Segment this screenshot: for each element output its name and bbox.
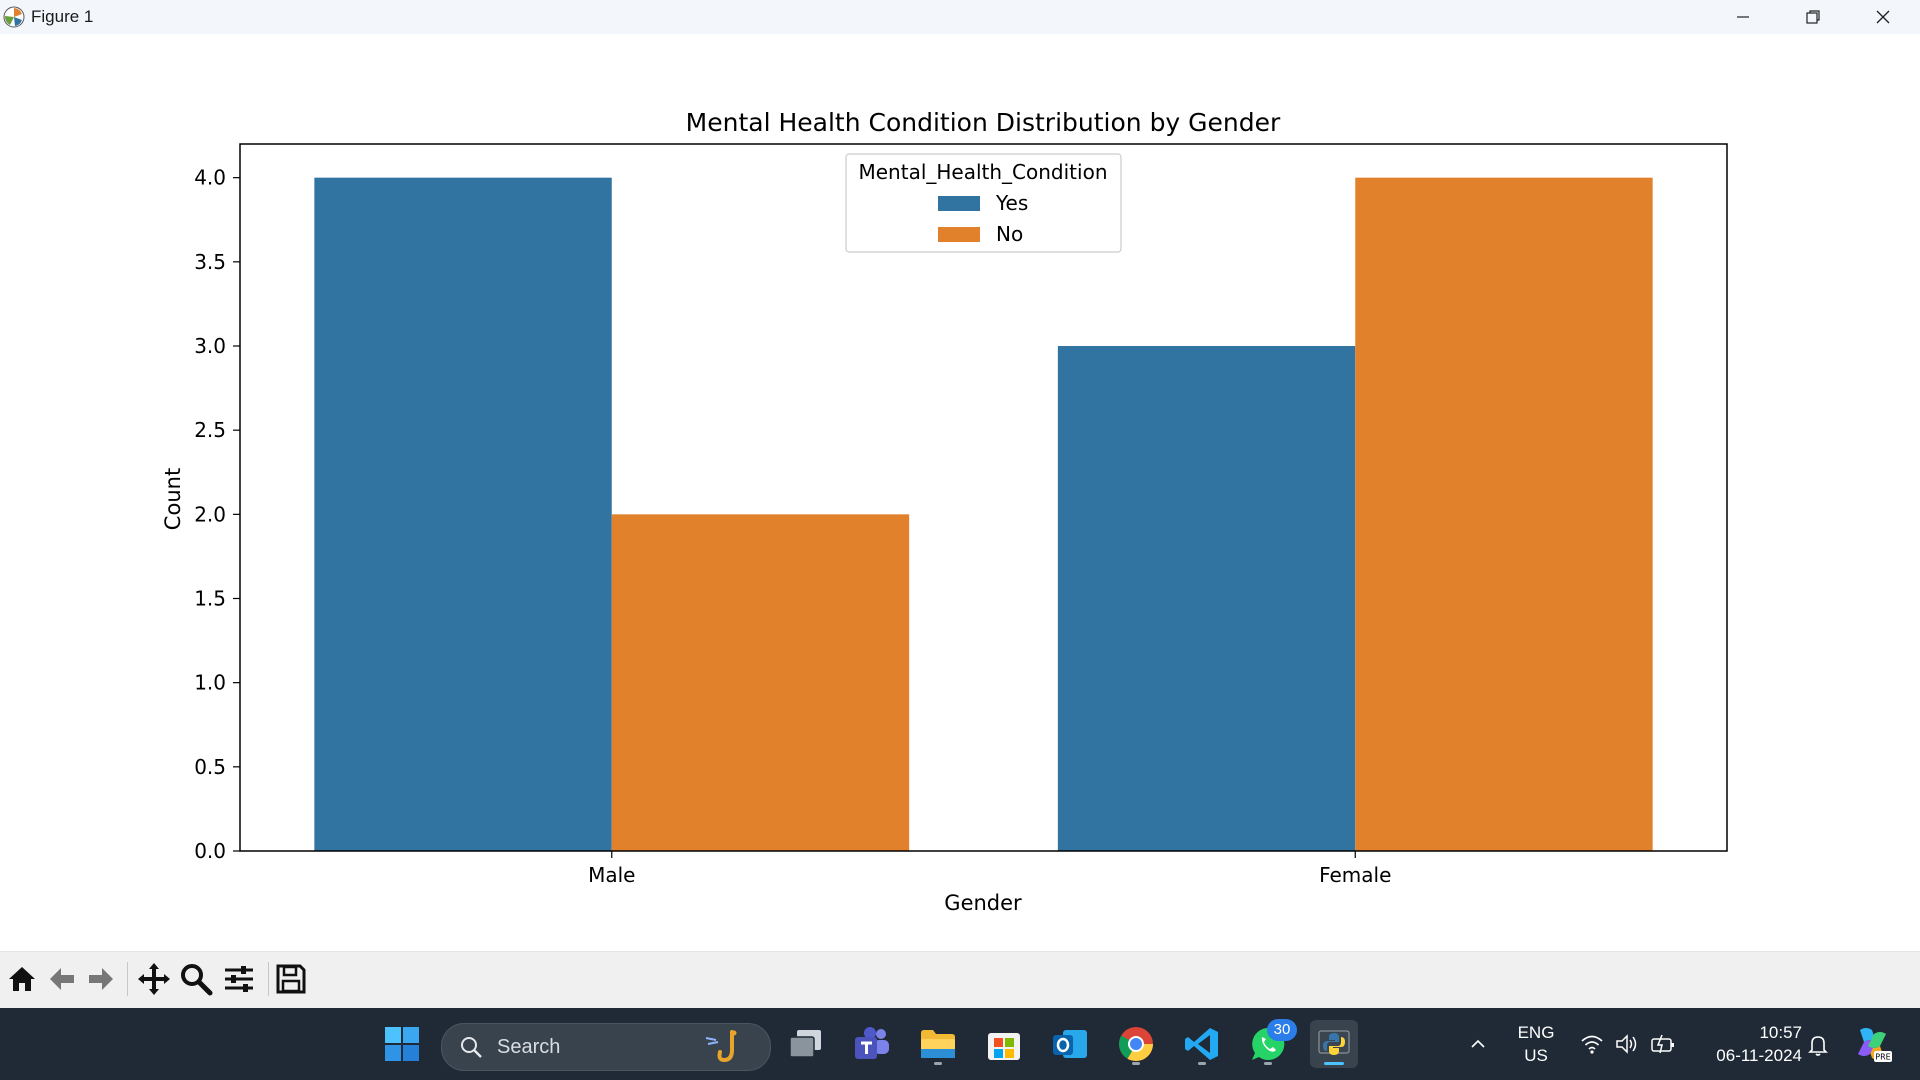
taskbar-python-figure[interactable] (1310, 1020, 1358, 1068)
folder-icon (921, 1030, 955, 1058)
back-button[interactable] (43, 960, 81, 998)
python-icon (1318, 1030, 1350, 1055)
x-axis-label: Gender (944, 891, 1022, 915)
restore-icon (1806, 10, 1820, 24)
store-icon (988, 1033, 1020, 1060)
y-tick-label: 2.5 (194, 418, 226, 442)
search-label: Search (497, 1036, 561, 1058)
svg-text:PRE: PRE (1875, 1053, 1890, 1062)
chrome-icon (1119, 1027, 1153, 1061)
save-icon (276, 964, 306, 994)
volume-icon[interactable] (1615, 1033, 1639, 1055)
active-indicator (1324, 1062, 1344, 1065)
axes-frame (239, 143, 1728, 852)
y-tick-label: 3.5 (194, 250, 226, 274)
forward-button[interactable] (82, 960, 120, 998)
y-tick-label: 2.0 (194, 502, 226, 526)
teams-icon (855, 1027, 889, 1059)
configure-subplots-icon (225, 966, 253, 992)
bar-chart: 0.0 0.5 1.0 1.5 2.0 2.5 3.0 3.5 4.0 Male Female M… (161, 108, 1728, 915)
taskbar-chrome[interactable] (1112, 1020, 1160, 1068)
task-view-icon (789, 1030, 821, 1058)
vscode-icon (1185, 1028, 1218, 1060)
y-tick-label: 0.5 (194, 755, 226, 779)
search-highlight-saxophone-icon (705, 1030, 737, 1063)
legend: Mental_Health_Condition Yes No (845, 153, 1122, 253)
toolbar-separator (268, 962, 269, 996)
start-button[interactable] (378, 1020, 426, 1068)
y-axis-label: Count (161, 468, 185, 530)
y-tick-label: 4.0 (194, 166, 226, 190)
wifi-icon[interactable] (1580, 1033, 1604, 1055)
forward-arrow-icon (89, 968, 113, 990)
x-tick-label: Male (588, 863, 635, 887)
taskbar-microsoft-store[interactable] (980, 1020, 1028, 1068)
running-indicator (1264, 1062, 1272, 1065)
whatsapp-notification-badge: 30 (1267, 1019, 1297, 1041)
home-icon (9, 967, 35, 991)
matplotlib-app-icon (3, 6, 25, 28)
close-icon (1876, 10, 1890, 24)
taskbar-file-explorer[interactable] (914, 1020, 962, 1068)
legend-label-yes: Yes (995, 191, 1028, 215)
zoom-button[interactable] (177, 960, 215, 998)
x-tick-label: Female (1319, 863, 1391, 887)
taskbar-outlook[interactable] (1046, 1020, 1094, 1068)
show-hidden-icons-chevron-icon[interactable] (1469, 1035, 1487, 1053)
restore-button[interactable] (1778, 0, 1848, 34)
save-button[interactable] (272, 960, 310, 998)
chart-title: Mental Health Condition Distribution by … (686, 108, 1281, 137)
legend-box (845, 153, 1122, 253)
language-indicator-line2: US (1524, 1046, 1548, 1065)
taskbar-search-box[interactable]: Search (441, 1023, 771, 1071)
window-titlebar: Figure 1 (0, 0, 1920, 34)
legend-swatch-yes (938, 196, 980, 211)
taskbar-task-view[interactable] (782, 1020, 830, 1068)
y-tick-label: 1.0 (194, 671, 226, 695)
clock-date: 06-11-2024 (1716, 1046, 1802, 1065)
figure-canvas[interactable]: 0.0 0.5 1.0 1.5 2.0 2.5 3.0 3.5 4.0 Male Female M… (0, 34, 1920, 951)
window-title: Figure 1 (31, 7, 94, 26)
minimize-icon (1737, 16, 1749, 18)
minimize-button[interactable] (1708, 0, 1778, 34)
home-button[interactable] (3, 960, 41, 998)
windows-taskbar: Search (0, 1008, 1920, 1080)
taskbar-teams[interactable] (848, 1020, 896, 1068)
search-icon (461, 1037, 482, 1058)
back-arrow-icon (50, 968, 74, 990)
configure-subplots-button[interactable] (220, 960, 258, 998)
language-indicator-line1[interactable]: ENG (1517, 1023, 1555, 1042)
running-indicator (1132, 1062, 1140, 1065)
toolbar-separator (127, 962, 128, 996)
y-tick-label: 1.5 (194, 587, 226, 611)
taskbar-vscode[interactable] (1178, 1020, 1226, 1068)
legend-title: Mental_Health_Condition (858, 160, 1107, 184)
notification-bell-icon[interactable] (1806, 1033, 1830, 1057)
y-tick-label: 3.0 (194, 334, 226, 358)
bar-male-yes (314, 177, 612, 851)
battery-icon[interactable] (1650, 1033, 1676, 1055)
windows-logo-icon (385, 1027, 419, 1061)
clock-time[interactable]: 10:57 (1759, 1023, 1802, 1042)
outlook-icon (1053, 1030, 1087, 1058)
pan-button[interactable] (135, 960, 173, 998)
bar-male-no (611, 514, 910, 851)
pan-icon (138, 963, 170, 995)
bar-female-no (1355, 177, 1653, 851)
legend-swatch-no (938, 227, 980, 242)
zoom-icon (181, 964, 213, 996)
navigation-toolbar (0, 951, 1920, 1009)
y-tick-label: 0.0 (194, 839, 226, 863)
running-indicator (1198, 1062, 1206, 1065)
legend-label-no: No (996, 222, 1023, 246)
running-indicator (934, 1062, 942, 1065)
close-button[interactable] (1848, 0, 1918, 34)
bar-female-yes (1057, 346, 1356, 851)
copilot-icon[interactable]: PRE (1852, 1024, 1892, 1064)
